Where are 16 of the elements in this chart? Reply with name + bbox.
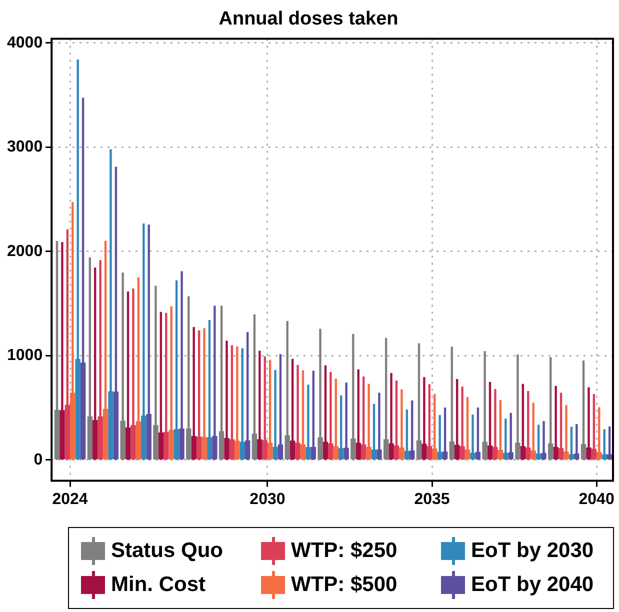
x-tick-label: 2024: [52, 490, 88, 508]
x-tick-label: 2035: [414, 490, 450, 508]
legend-label: EoT by 2030: [471, 539, 594, 563]
y-tick-label: 0: [34, 451, 43, 468]
legend-label: Status Quo: [111, 539, 224, 563]
y-tick-label: 2000: [7, 242, 43, 260]
y-tick-label: 4000: [7, 34, 43, 52]
x-tick-label: 2040: [578, 490, 614, 508]
legend-label: EoT by 2040: [471, 573, 594, 597]
legend-label: WTP: $500: [291, 573, 398, 597]
legend-label: WTP: $250: [291, 539, 398, 563]
x-tick-label: 2030: [250, 490, 286, 508]
legend-label: Min. Cost: [111, 573, 206, 597]
y-tick-label: 3000: [7, 138, 43, 156]
y-tick-label: 1000: [7, 347, 43, 364]
chart-title: Annual doses taken: [218, 8, 398, 30]
